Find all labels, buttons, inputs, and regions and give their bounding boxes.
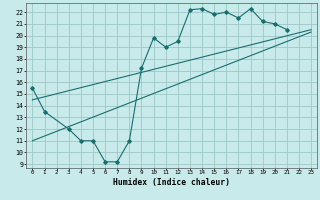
X-axis label: Humidex (Indice chaleur): Humidex (Indice chaleur) bbox=[113, 178, 230, 187]
